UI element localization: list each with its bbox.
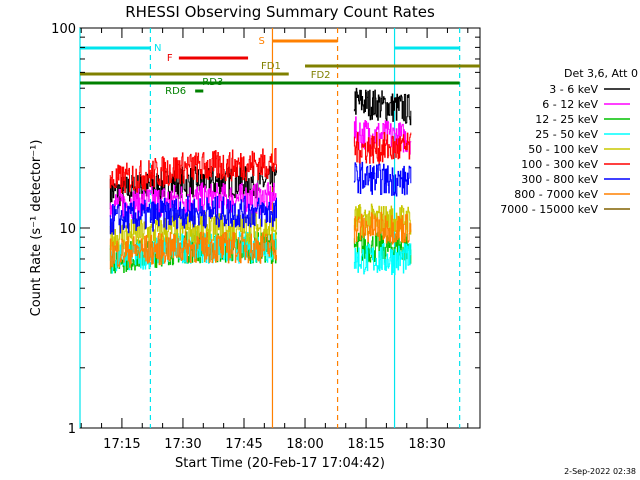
legend-label: 6 - 12 keV	[542, 98, 598, 111]
flag-label-f: F	[167, 53, 173, 64]
x-tick-label: 18:15	[347, 437, 384, 452]
y-tick-label: 10	[59, 222, 76, 237]
vertical-markers	[79, 28, 461, 428]
x-tick-label: 17:45	[225, 437, 262, 452]
series-line	[353, 203, 412, 236]
flag-label-rd3: RD3	[202, 77, 223, 88]
count-rate-series	[109, 87, 412, 276]
y-tick-label: 100	[51, 22, 76, 37]
legend-label: 3 - 6 keV	[549, 83, 598, 96]
x-tick-label: 18:30	[408, 437, 445, 452]
flag-label-n: N	[154, 43, 161, 54]
series-line	[353, 87, 412, 126]
x-tick-label: 18:00	[286, 437, 323, 452]
flag-bars: NF S FD1 FD2 RD3 RD6	[80, 36, 480, 97]
y-tick-label: 1	[68, 422, 76, 437]
series-line	[353, 132, 412, 165]
legend: 3 - 6 keV 6 - 12 keV 12 - 25 keV 25 - 50 ke…	[500, 83, 630, 216]
series-line	[109, 148, 277, 194]
flag-label-rd6: RD6	[165, 86, 186, 97]
series-line	[109, 211, 277, 254]
chart-title: RHESSI Observing Summary Count Rates	[125, 3, 435, 21]
series-line	[353, 211, 412, 245]
legend-label: 300 - 800 keV	[521, 173, 598, 186]
series-line	[109, 195, 277, 235]
series-line	[353, 243, 412, 276]
x-tick-label: 17:30	[164, 437, 201, 452]
flag-label-fd1: FD1	[261, 61, 281, 72]
flag-label-s: S	[258, 36, 264, 47]
legend-label: 50 - 100 keV	[528, 143, 598, 156]
legend-title: Det 3,6, Att 0	[564, 67, 638, 80]
x-axis-label: Start Time (20-Feb-17 17:04:42)	[175, 456, 385, 471]
y-axis-label: Count Rate (s⁻¹ detector⁻¹)	[29, 140, 44, 317]
flag-label-fd2: FD2	[311, 70, 331, 81]
x-tick-label: 17:15	[103, 437, 140, 452]
series-line	[109, 165, 277, 210]
legend-label: 12 - 25 keV	[535, 113, 598, 126]
legend-label: 25 - 50 keV	[535, 128, 598, 141]
legend-label: 100 - 300 keV	[521, 158, 598, 171]
series-line	[353, 161, 412, 197]
timestamp: 2-Sep-2022 02:38	[564, 467, 636, 476]
x-axis: 17:15 17:30 17:45 18:00 18:15 18:30	[80, 28, 469, 452]
series-line	[109, 231, 277, 270]
legend-label: 800 - 7000 keV	[514, 188, 598, 201]
y-axis: 1 10 100	[51, 22, 480, 437]
legend-label: 7000 - 15000 keV	[500, 203, 598, 216]
